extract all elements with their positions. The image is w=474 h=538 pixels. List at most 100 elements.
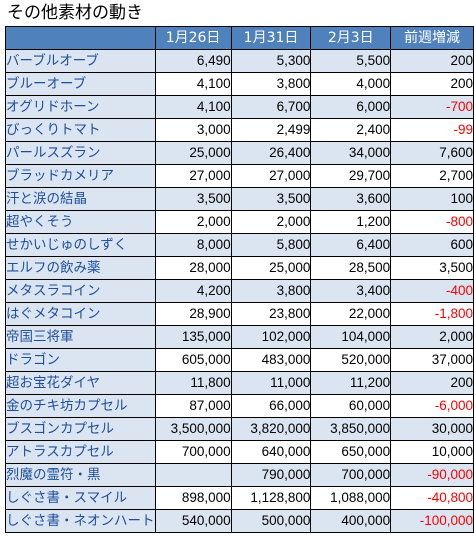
price-jan26-cell: 28,900 [154, 302, 232, 326]
price-feb3-cell: 22,000 [310, 302, 392, 326]
price-jan31-cell: 66,000 [230, 394, 312, 418]
price-feb3-cell: 650,000 [310, 440, 392, 464]
table-row: ブスゴンカプセル 3,500,000 3,820,000 3,850,000 30,00… [5, 417, 474, 441]
table-row: 金のチキ坊カプセル 87,000 66,000 60,000 -6,000 [5, 394, 474, 418]
price-feb3-cell: 104,000 [310, 325, 392, 349]
weekly-diff-cell: 600 [390, 233, 474, 257]
price-feb3-cell: 1,200 [310, 210, 392, 234]
price-jan31-cell: 102,000 [230, 325, 312, 349]
item-name-cell: パールスズラン [5, 141, 156, 165]
price-jan31-cell: 3,800 [230, 72, 312, 96]
table-row: せかいじゅのしずく 8,000 5,800 6,400 600 [5, 233, 474, 257]
weekly-diff-cell: -700 [390, 95, 474, 119]
weekly-diff-cell: 2,000 [390, 325, 474, 349]
weekly-diff-cell: 200 [390, 72, 474, 96]
price-feb3-cell: 34,000 [310, 141, 392, 165]
price-jan31-cell: 3,800 [230, 279, 312, 303]
price-feb3-cell: 28,500 [310, 256, 392, 280]
price-jan26-cell: 87,000 [154, 394, 232, 418]
price-jan26-cell: 3,500 [154, 187, 232, 211]
price-jan31-cell: 11,000 [230, 371, 312, 395]
price-jan31-cell: 483,000 [230, 348, 312, 372]
price-jan31-cell: 27,000 [230, 164, 312, 188]
price-feb3-cell: 4,000 [310, 72, 392, 96]
table-row: ブルーオーブ 4,100 3,800 4,000 200 [5, 72, 474, 96]
weekly-diff-cell: -100,000 [390, 509, 474, 533]
price-feb3-cell: 60,000 [310, 394, 392, 418]
item-name-cell: 金のチキ坊カプセル [5, 394, 156, 418]
weekly-diff-cell: -800 [390, 210, 474, 234]
item-name-cell: 超やくそう [5, 210, 156, 234]
price-jan26-cell: 4,100 [154, 72, 232, 96]
weekly-diff-cell: 200 [390, 371, 474, 395]
item-name-cell: はぐメタコイン [5, 302, 156, 326]
weekly-diff-cell: -6,000 [390, 394, 474, 418]
price-jan31-cell: 5,800 [230, 233, 312, 257]
weekly-diff-cell: -99 [390, 118, 474, 142]
price-feb3-cell: 520,000 [310, 348, 392, 372]
header-date-3: 2月3日 [310, 26, 392, 50]
price-jan26-cell: 4,100 [154, 95, 232, 119]
table-row: びっくりトマト 3,000 2,499 2,400 -99 [5, 118, 474, 142]
price-jan26-cell: 3,000 [154, 118, 232, 142]
header-item [5, 26, 156, 50]
weekly-diff-cell: 37,000 [390, 348, 474, 372]
item-name-cell: 汗と涙の結晶 [5, 187, 156, 211]
item-name-cell: エルフの飲み薬 [5, 256, 156, 280]
price-jan26-cell: 6,490 [154, 49, 232, 73]
header-row: 1月26日 1月31日 2月3日 前週増減 [5, 26, 474, 50]
price-jan31-cell: 1,128,800 [230, 486, 312, 510]
price-feb3-cell: 400,000 [310, 509, 392, 533]
price-jan31-cell: 23,800 [230, 302, 312, 326]
weekly-diff-cell: -1,800 [390, 302, 474, 326]
price-feb3-cell: 700,000 [310, 463, 392, 487]
item-name-cell: びっくりトマト [5, 118, 156, 142]
item-name-cell: ブスゴンカプセル [5, 417, 156, 441]
price-jan26-cell: 4,200 [154, 279, 232, 303]
item-name-cell: 烈魔の霊符・黒 [5, 463, 156, 487]
item-name-cell: 帝国三将軍 [5, 325, 156, 349]
item-name-cell: ブルーオーブ [5, 72, 156, 96]
price-jan31-cell: 3,820,000 [230, 417, 312, 441]
weekly-diff-cell: 30,000 [390, 417, 474, 441]
item-name-cell: せかいじゅのしずく [5, 233, 156, 257]
weekly-diff-cell: -40,800 [390, 486, 474, 510]
price-jan26-cell [154, 463, 232, 487]
table-row: バーブルオーブ 6,490 5,300 5,500 200 [5, 49, 474, 73]
price-jan26-cell: 27,000 [154, 164, 232, 188]
table-row: メタスラコイン 4,200 3,800 3,400 -400 [5, 279, 474, 303]
table-row: アトラスカプセル 700,000 640,000 650,000 10,000 [5, 440, 474, 464]
price-jan31-cell: 5,300 [230, 49, 312, 73]
weekly-diff-cell: 10,000 [390, 440, 474, 464]
price-jan26-cell: 3,500,000 [154, 417, 232, 441]
item-name-cell: しぐさ書・ネオンハート [5, 509, 156, 533]
price-jan26-cell: 25,000 [154, 141, 232, 165]
item-name-cell: メタスラコイン [5, 279, 156, 303]
price-jan26-cell: 135,000 [154, 325, 232, 349]
item-name-cell: ドラゴン [5, 348, 156, 372]
price-jan26-cell: 605,000 [154, 348, 232, 372]
table-row: 汗と涙の結晶 3,500 3,500 3,600 100 [5, 187, 474, 211]
table-row: ブラッドカメリア 27,000 27,000 29,700 2,700 [5, 164, 474, 188]
price-jan26-cell: 898,000 [154, 486, 232, 510]
header-date-2: 1月31日 [230, 26, 312, 50]
item-name-cell: しぐさ書・スマイル [5, 486, 156, 510]
item-name-cell: ブラッドカメリア [5, 164, 156, 188]
price-jan31-cell: 25,000 [230, 256, 312, 280]
price-feb3-cell: 1,088,000 [310, 486, 392, 510]
table-row: パールスズラン 25,000 26,400 34,000 7,600 [5, 141, 474, 165]
table-row: オグリドホーン 4,100 6,700 6,000 -700 [5, 95, 474, 119]
page-title: その他素材の動き [7, 3, 143, 23]
price-feb3-cell: 5,500 [310, 49, 392, 73]
price-jan31-cell: 500,000 [230, 509, 312, 533]
price-jan31-cell: 3,500 [230, 187, 312, 211]
table-row: しぐさ書・スマイル 898,000 1,128,800 1,088,000 -40,80… [5, 486, 474, 510]
price-feb3-cell: 2,400 [310, 118, 392, 142]
price-feb3-cell: 11,200 [310, 371, 392, 395]
header-diff: 前週増減 [390, 26, 474, 50]
weekly-diff-cell: 200 [390, 49, 474, 73]
price-feb3-cell: 6,400 [310, 233, 392, 257]
price-jan26-cell: 28,000 [154, 256, 232, 280]
price-table: 1月26日 1月31日 2月3日 前週増減 バーブルオーブ 6,490 5,300 5… [5, 26, 474, 533]
price-jan26-cell: 540,000 [154, 509, 232, 533]
